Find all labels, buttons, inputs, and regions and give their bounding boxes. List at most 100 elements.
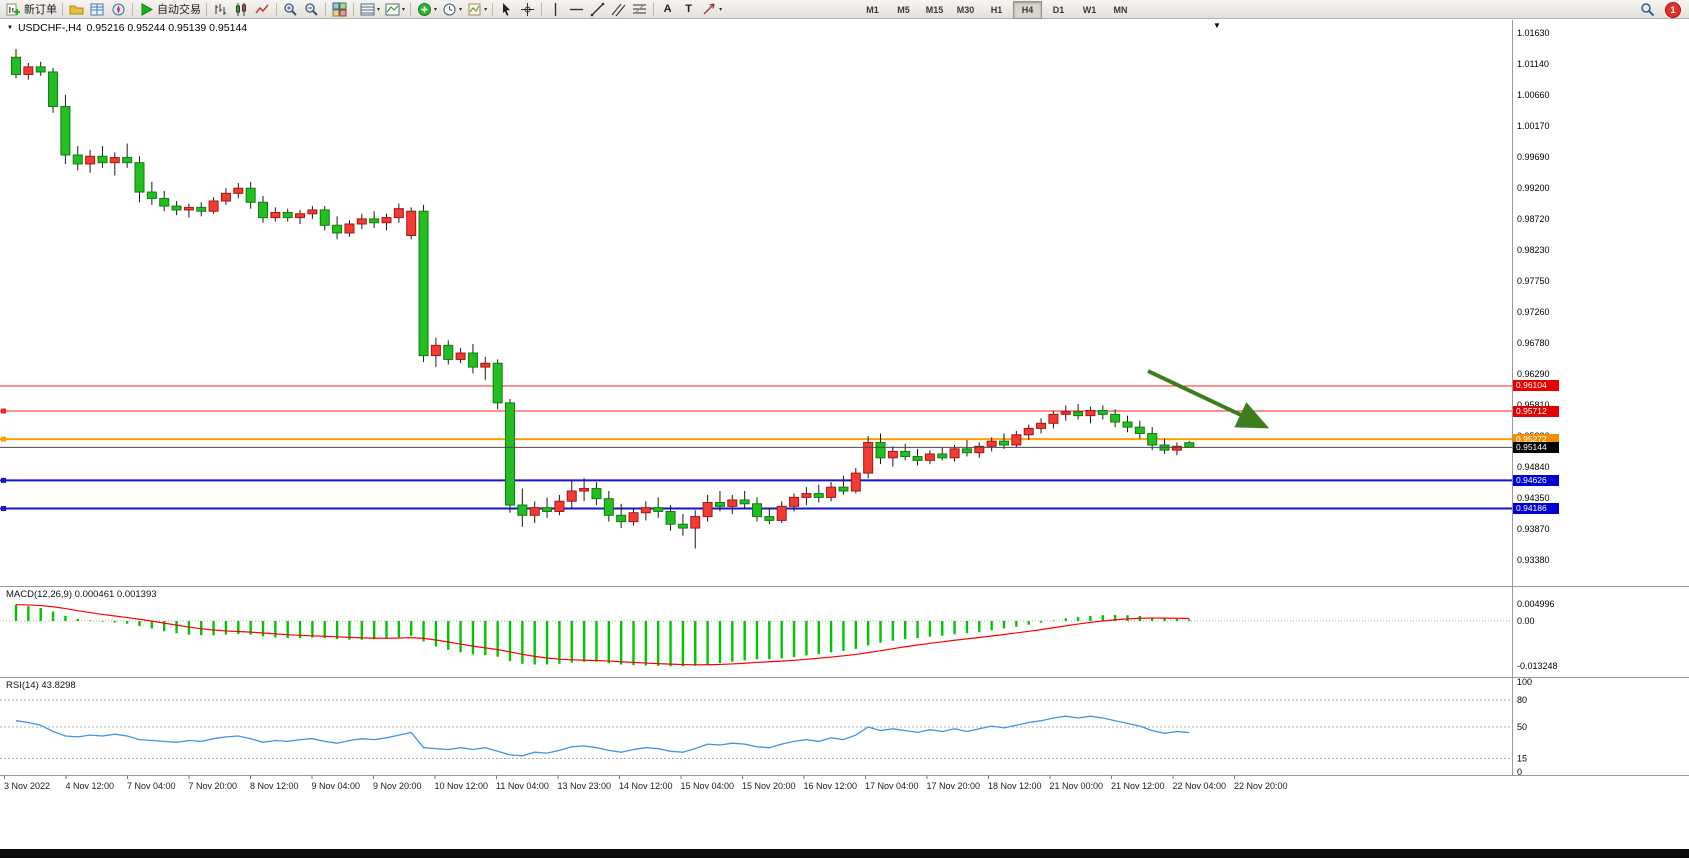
candle-body <box>813 493 824 498</box>
candle-body <box>332 224 343 234</box>
periods-button[interactable]: ▾ <box>439 1 464 18</box>
candle-body <box>702 502 713 518</box>
timeframe-button-W1[interactable]: W1 <box>1082 5 1097 15</box>
timeframe-button-M5[interactable]: M5 <box>897 5 910 15</box>
cursor-button[interactable] <box>496 1 517 18</box>
vertical-line-icon <box>547 2 564 17</box>
macd-name: MACD(12,26,9) <box>6 589 72 600</box>
rsi-name: RSI(14) <box>6 680 39 691</box>
search-button[interactable] <box>1637 1 1658 18</box>
text-label-tool-button[interactable]: T <box>678 1 699 18</box>
price-axis-label: 0.95810 <box>1517 400 1550 410</box>
candle-body <box>455 352 466 360</box>
toolbar-separator <box>62 2 63 16</box>
time-axis[interactable]: 3 Nov 2022 4 Nov 12:00 7 Nov 04:00 7 Nov 20… <box>4 775 1288 792</box>
rsi-axis[interactable]: 100 80 50 15 0 <box>1517 677 1532 777</box>
horizontal-line-tool-button[interactable] <box>566 1 587 18</box>
time-axis-label: 15 Nov 20:00 <box>742 781 796 791</box>
zoom-in-button[interactable] <box>280 1 301 18</box>
chart-shift-marker-icon[interactable]: ▼ <box>1213 21 1221 30</box>
zoom-out-button[interactable] <box>301 1 322 18</box>
dropdown-caret-icon[interactable]: ▾ <box>459 6 463 13</box>
candlestick-chart-button[interactable] <box>231 1 252 18</box>
timeframe-button-M30[interactable]: M30 <box>956 5 975 15</box>
zoom-out-icon <box>303 2 320 17</box>
line-anchor-marker[interactable] <box>1 408 6 414</box>
toolbar-separator <box>541 2 543 16</box>
timeframe-button-H1[interactable]: H1 <box>990 5 1003 15</box>
candle-body <box>480 362 491 368</box>
candle-body <box>727 499 738 507</box>
channel-icon <box>610 2 627 17</box>
arrow-tools-button[interactable]: ▾ <box>699 1 724 18</box>
timeframe-button-H4[interactable]: H4 <box>1013 1 1042 19</box>
tile-windows-button[interactable] <box>329 1 350 18</box>
candle-body <box>319 209 330 226</box>
rsi-value: 43.8298 <box>41 680 76 691</box>
market-watch-button[interactable] <box>87 1 108 18</box>
indicators-button[interactable]: ▾ <box>382 1 407 18</box>
macd-axis-label: 0.00 <box>1517 616 1535 626</box>
arrow-tools-icon <box>701 2 718 17</box>
price-axis[interactable]: 1.01630 1.01140 1.00660 1.00170 0.99690 0.992… <box>1517 28 1550 565</box>
fibonacci-tool-button[interactable] <box>629 1 650 18</box>
dropdown-caret-icon[interactable]: ▾ <box>484 6 488 13</box>
timeframe-button-MN[interactable]: MN <box>1113 5 1128 15</box>
dropdown-caret-icon[interactable]: ▾ <box>434 6 438 13</box>
chart-menu-caret-icon[interactable]: ▼ <box>7 25 13 31</box>
candle-body <box>270 211 281 219</box>
search-icon <box>1639 2 1656 17</box>
line-anchor-marker[interactable] <box>1 436 6 442</box>
price-axis-label: 0.96780 <box>1517 338 1550 348</box>
price-axis-label: 0.94840 <box>1517 462 1550 472</box>
line-anchor-marker[interactable] <box>1 477 6 483</box>
time-axis-label: 17 Nov 04:00 <box>865 781 919 791</box>
line-chart-button[interactable] <box>252 1 273 18</box>
candle-body <box>640 507 651 514</box>
crosshair-button[interactable] <box>517 1 538 18</box>
templates-button[interactable]: ▾ <box>464 1 489 18</box>
trendline-tool-button[interactable] <box>587 1 608 18</box>
macd-indicator-label: MACD(12,26,9) 0.000461 0.001393 <box>6 589 157 600</box>
candle-body <box>924 453 935 461</box>
notification-badge[interactable]: 1 <box>1665 1 1681 18</box>
new-order-icon <box>5 2 22 17</box>
timeframe-button-M15[interactable]: M15 <box>925 5 944 15</box>
candle-body <box>97 155 108 164</box>
bar-chart-button[interactable] <box>210 1 231 18</box>
chart-profiles-button[interactable] <box>66 1 87 18</box>
dropdown-caret-icon[interactable]: ▾ <box>377 6 381 13</box>
candle-body <box>739 499 750 505</box>
candle-body <box>381 217 392 224</box>
auto-trading-button[interactable]: 自动交易 <box>136 1 203 18</box>
main-toolbar: 新订单 自动交易 <box>0 0 1689 19</box>
candle-body <box>1147 433 1158 446</box>
toolbar-separator <box>276 2 277 16</box>
clock-icon <box>441 2 458 17</box>
trend-arrow[interactable] <box>1147 369 1270 429</box>
candlestick-series <box>11 48 1195 549</box>
vertical-line-tool-button[interactable] <box>545 1 566 18</box>
candle-body <box>542 507 553 512</box>
text-tool-button[interactable]: A <box>657 1 678 18</box>
channel-tool-button[interactable] <box>608 1 629 18</box>
macd-axis[interactable]: 0.004996 0.00 -0.013248 <box>1517 599 1558 671</box>
add-indicator-button[interactable]: ▾ <box>414 1 439 18</box>
play-icon <box>138 2 155 17</box>
dropdown-caret-icon[interactable]: ▾ <box>402 6 406 13</box>
candle-body <box>949 448 960 459</box>
time-axis-label: 7 Nov 20:00 <box>189 781 238 791</box>
charts-list-button[interactable]: ▾ <box>357 1 382 18</box>
crosshair-icon <box>519 2 536 17</box>
dropdown-caret-icon[interactable]: ▾ <box>719 6 723 13</box>
toolbar-separator <box>353 2 354 16</box>
rsi-axis-label: 50 <box>1517 722 1527 732</box>
price-axis-label: 0.93870 <box>1517 524 1550 534</box>
timeframe-button-D1[interactable]: D1 <box>1052 5 1065 15</box>
navigator-button[interactable] <box>108 1 129 18</box>
timeframe-button-M1[interactable]: M1 <box>866 5 879 15</box>
price-axis-label: 0.95320 <box>1517 431 1550 441</box>
new-order-button[interactable]: 新订单 <box>3 1 59 18</box>
line-anchor-marker[interactable] <box>1 506 6 512</box>
